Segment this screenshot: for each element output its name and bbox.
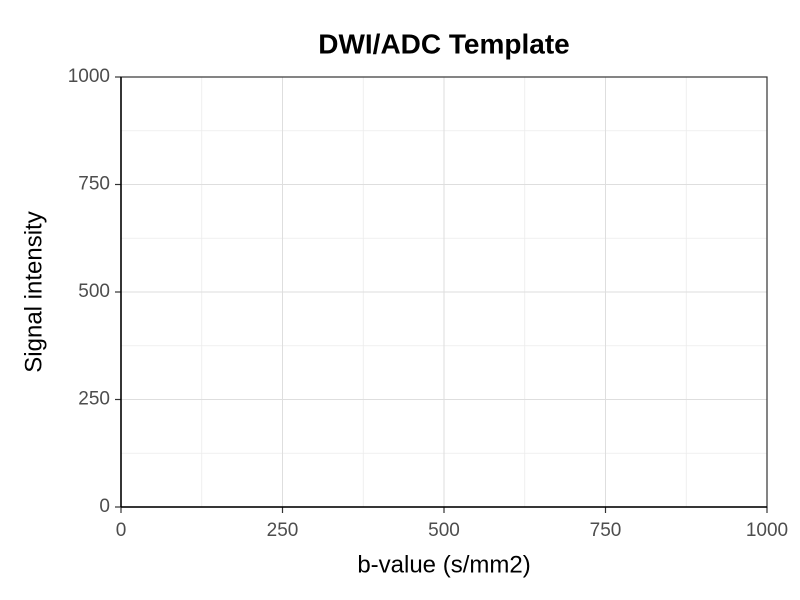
- chart-title: DWI/ADC Template: [318, 28, 570, 59]
- y-tick-label: 500: [78, 281, 110, 302]
- x-tick-label: 750: [590, 520, 622, 541]
- y-tick-label: 750: [78, 174, 110, 195]
- x-tick-label: 1000: [746, 520, 788, 541]
- y-tick-label: 1000: [68, 66, 110, 87]
- y-tick-label: 250: [78, 389, 110, 410]
- y-tick-label: 0: [99, 496, 110, 517]
- x-tick-label: 250: [267, 520, 299, 541]
- x-axis-label: b-value (s/mm2): [357, 551, 530, 578]
- x-tick-label: 0: [116, 520, 127, 541]
- y-axis-label: Signal intensity: [20, 211, 47, 372]
- x-tick-label: 500: [428, 520, 460, 541]
